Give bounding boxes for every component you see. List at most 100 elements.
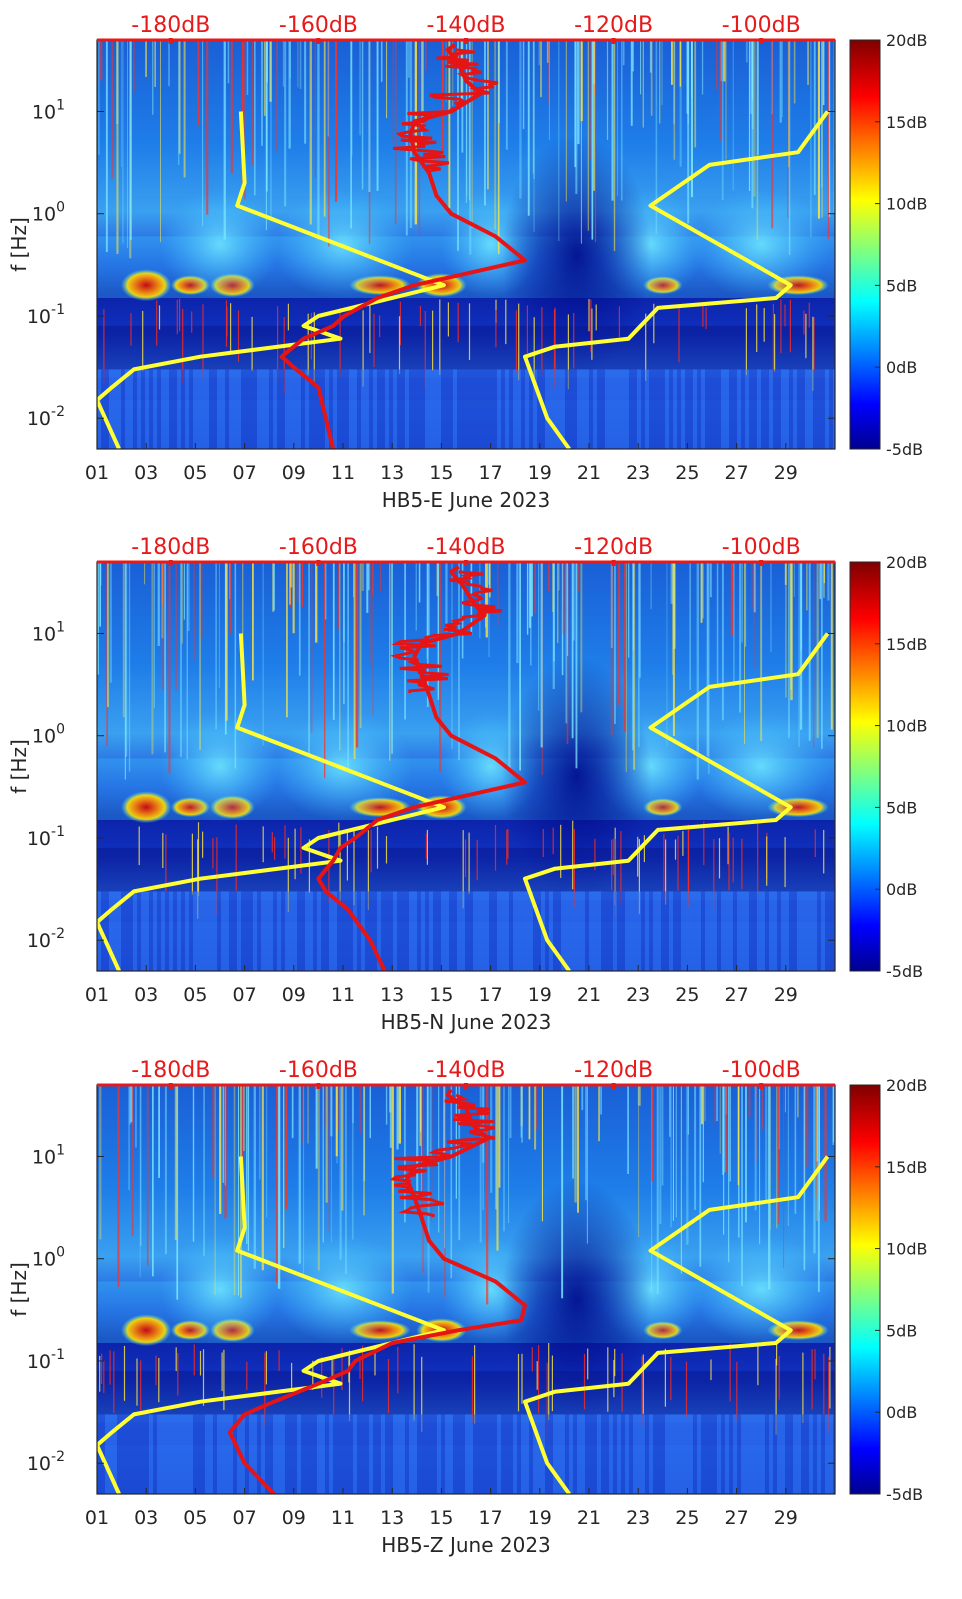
x-tick-label: 13 [380,1507,404,1529]
spectrogram [97,40,835,449]
x-tick-label: 29 [774,984,798,1006]
x-axis: 01 03 05 07 09 11 13 15 17 19 21 23 25 27 29 [85,443,798,484]
x-tick-label: 27 [725,984,749,1006]
station-psd-detail [390,570,503,694]
colorbar-tick-label: 10dB [886,1240,928,1259]
colorbar-tick-label: 5dB [886,798,917,817]
top-db-axis: -180dB -160dB -140dB -120dB -100dB [97,535,835,566]
x-tick-label: 07 [233,984,257,1006]
top-db-tick-label: -140dB [427,13,506,38]
top-db-tick-label: -140dB [427,1058,506,1083]
y-axis: 101 100 10-1 10-2 [27,97,835,430]
top-db-tick-label: -120dB [574,1058,653,1083]
x-tick-label: 03 [134,1507,158,1529]
x-tick-label: 29 [774,1507,798,1529]
colorbar-tick-label: 10dB [886,717,928,736]
y-tick-label: 10-1 [27,824,65,850]
x-tick-label: 03 [134,462,158,484]
top-db-tick-label: -160dB [279,1058,358,1083]
y-axis: 101 100 10-1 10-2 [27,619,835,952]
y-tick-label: 101 [32,619,65,645]
y-axis: 101 100 10-1 10-2 [27,1142,835,1475]
station-psd-detail [389,1093,496,1218]
x-tick-label: 03 [134,984,158,1006]
spectrogram [97,1085,835,1494]
x-tick-label: 01 [85,984,109,1006]
colorbar: 20dB 15dB 10dB 5dB 0dB -5dB [849,553,928,981]
x-tick-label: 11 [331,1507,355,1529]
x-tick-label: 17 [479,1507,503,1529]
x-tick-label: 19 [528,462,552,484]
y-tick-label: 100 [32,722,65,748]
panel-1: 01 03 05 07 09 11 13 15 17 19 21 23 25 27 29 HB5-E June… [7,13,928,512]
colorbar-tick-label: 10dB [886,195,928,214]
top-db-tick-label: -160dB [279,13,358,38]
top-db-tick-label: -180dB [131,1058,210,1083]
colorbar-tick-label: 0dB [886,1403,917,1422]
x-tick-label: 23 [626,984,650,1006]
spectrogram [97,562,835,971]
x-tick-label: 29 [774,462,798,484]
y-tick-label: 101 [32,1142,65,1168]
top-db-tick-label: -120dB [574,535,653,560]
panel-2: 01 03 05 07 09 11 13 15 17 19 21 23 25 27 29 HB5-N June… [7,535,928,1034]
x-tick-label: 11 [331,984,355,1006]
x-tick-label: 27 [725,462,749,484]
noise-model-low-line [97,633,446,971]
x-tick-label: 25 [675,984,699,1006]
x-tick-label: 13 [380,984,404,1006]
colorbar: 20dB 15dB 10dB 5dB 0dB -5dB [849,31,928,459]
y-tick-label: 10-2 [27,926,65,952]
x-axis: 01 03 05 07 09 11 13 15 17 19 21 23 25 27 29 [85,965,798,1006]
x-tick-label: 13 [380,462,404,484]
x-tick-label: 15 [429,984,453,1006]
x-axis-label: HB5-N June 2023 [381,1010,552,1034]
noise-model-high-line [523,632,830,971]
x-tick-label: 21 [577,462,601,484]
top-db-tick-label: -100dB [722,535,801,560]
x-tick-label: 23 [626,1507,650,1529]
y-tick-label: 100 [32,200,65,226]
x-axis-label: HB5-Z June 2023 [381,1533,551,1557]
colorbar: 20dB 15dB 10dB 5dB 0dB -5dB [849,1076,928,1504]
top-db-axis: -180dB -160dB -140dB -120dB -100dB [97,1058,835,1089]
top-db-tick-label: -180dB [131,13,210,38]
colorbar-tick-label: 0dB [886,880,917,899]
y-tick-label: 100 [32,1245,65,1271]
x-tick-label: 09 [282,1507,306,1529]
x-tick-label: 15 [429,462,453,484]
top-db-tick-label: -140dB [427,535,506,560]
x-tick-label: 23 [626,462,650,484]
colorbar-tick-label: 5dB [886,276,917,295]
colorbar-tick-label: 5dB [886,1321,917,1340]
x-tick-label: 05 [183,462,207,484]
x-axis-label: HB5-E June 2023 [382,488,551,512]
x-tick-label: 07 [233,462,257,484]
x-tick-label: 17 [479,462,503,484]
x-tick-label: 07 [233,1507,257,1529]
colorbar-tick-label: 0dB [886,358,917,377]
colorbar-tick-label: 15dB [886,635,928,654]
x-tick-label: 19 [528,984,552,1006]
station-psd-detail [393,48,499,173]
colorbar-tick-label: 20dB [886,553,928,572]
x-tick-label: 01 [85,462,109,484]
top-db-tick-label: -180dB [131,535,210,560]
top-db-tick-label: -160dB [279,535,358,560]
colorbar-tick-label: -5dB [886,1485,923,1504]
colorbar-tick-label: 20dB [886,1076,928,1095]
x-tick-label: 21 [577,1507,601,1529]
x-tick-label: 25 [675,1507,699,1529]
y-axis-label: f [Hz] [7,217,31,272]
panel-3: 01 03 05 07 09 11 13 15 17 19 21 23 25 27 29 HB5-Z June… [7,1058,928,1557]
y-tick-label: 10-1 [27,1347,65,1373]
colorbar-tick-label: 15dB [886,1158,928,1177]
x-tick-label: 01 [85,1507,109,1529]
x-tick-label: 17 [479,984,503,1006]
x-tick-label: 05 [183,984,207,1006]
y-tick-label: 10-2 [27,404,65,430]
x-tick-label: 15 [429,1507,453,1529]
top-db-tick-label: -100dB [722,13,801,38]
x-tick-label: 19 [528,1507,552,1529]
